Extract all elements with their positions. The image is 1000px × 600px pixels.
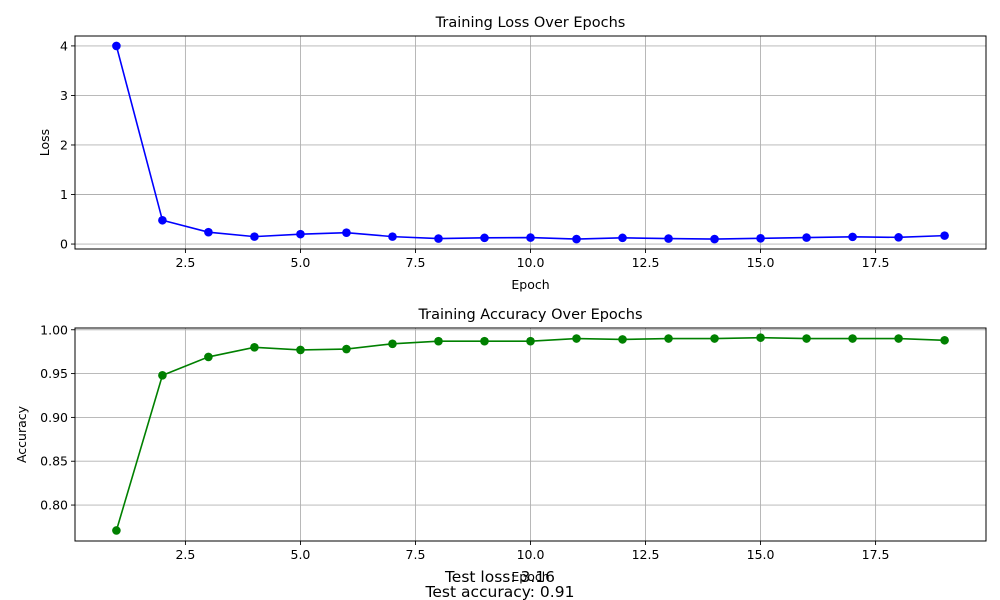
x-tick-label: 5.0 <box>291 547 311 562</box>
x-tick-label: 2.5 <box>175 255 195 270</box>
data-point <box>710 334 719 343</box>
y-tick-label: 0.80 <box>40 498 68 513</box>
data-point <box>664 234 673 243</box>
data-point <box>526 233 535 242</box>
x-tick-label: 7.5 <box>406 255 426 270</box>
data-point <box>940 231 949 240</box>
y-tick-label: 0.90 <box>40 410 68 425</box>
data-point <box>894 334 903 343</box>
data-point <box>572 234 581 244</box>
y-tick-label: 0.95 <box>40 366 68 381</box>
y-tick-label: 1.00 <box>40 322 68 337</box>
data-point <box>940 335 949 345</box>
data-point <box>296 229 305 239</box>
test-accuracy-caption: Test accuracy: 0.91 <box>425 583 575 600</box>
x-tick-label: 2.5 <box>175 547 195 562</box>
data-point <box>204 352 213 362</box>
x-axis-label: Epoch <box>511 277 549 292</box>
data-point <box>158 371 167 380</box>
x-tick-label: 12.5 <box>632 547 660 562</box>
x-tick-label: 15.0 <box>747 255 775 270</box>
data-point <box>480 336 489 346</box>
data-point <box>434 234 443 243</box>
x-tick-label: 15.0 <box>747 547 775 562</box>
x-tick-label: 12.5 <box>632 255 660 270</box>
data-point <box>802 233 811 242</box>
data-point <box>112 526 121 535</box>
data-point <box>250 342 259 352</box>
y-axis-label: Accuracy <box>14 405 29 463</box>
data-point <box>526 336 535 346</box>
x-tick-label: 17.5 <box>862 547 890 562</box>
plot-frame <box>74 327 987 542</box>
x-tick-label: 7.5 <box>406 547 426 562</box>
data-point <box>388 232 397 241</box>
data-point <box>618 233 627 243</box>
accuracy-chart: 2.5 5.0 7.5 10.0 12.5 15.0 17.5 0.80 0.85 0.90 0.9… <box>14 307 987 584</box>
data-point <box>756 333 765 342</box>
y-tick-label: 0 <box>60 237 68 252</box>
x-tick-label: 5.0 <box>291 255 311 270</box>
data-point <box>802 334 811 343</box>
data-point <box>204 227 213 237</box>
data-point <box>618 335 627 344</box>
data-point <box>848 232 857 242</box>
x-axis-label: Epoch <box>511 569 549 584</box>
data-point <box>848 334 857 343</box>
data-point <box>434 336 443 346</box>
y-tick-label: 1 <box>60 187 68 202</box>
loss-chart: 2.5 5.0 7.5 10.0 12.5 15.0 17.5 0 1 2 3 4 Training L… <box>37 15 987 292</box>
y-axis-label: Loss <box>37 129 52 156</box>
y-tick-label: 0.85 <box>40 454 68 469</box>
chart-title: Training Accuracy Over Epochs <box>417 307 642 323</box>
x-tick-label: 17.5 <box>862 255 890 270</box>
data-point <box>296 345 305 355</box>
x-tick-label: 10.0 <box>517 547 545 562</box>
data-point <box>894 233 903 242</box>
data-point <box>158 215 167 225</box>
plot-frame <box>74 35 987 250</box>
test-loss-caption: Test loss: 3.16 <box>444 568 555 586</box>
data-point <box>710 234 719 244</box>
chart-title: Training Loss Over Epochs <box>435 15 626 31</box>
y-tick-label: 4 <box>60 38 68 53</box>
data-point <box>664 334 673 343</box>
data-point <box>112 41 121 51</box>
data-point <box>342 228 351 237</box>
data-point <box>572 334 581 343</box>
data-point <box>388 339 397 349</box>
y-tick-label: 2 <box>60 137 68 152</box>
x-tick-label: 10.0 <box>517 255 545 270</box>
data-point <box>756 234 765 243</box>
y-tick-label: 3 <box>60 88 68 103</box>
data-point <box>480 233 489 243</box>
data-point <box>342 344 351 354</box>
data-point <box>250 232 259 241</box>
